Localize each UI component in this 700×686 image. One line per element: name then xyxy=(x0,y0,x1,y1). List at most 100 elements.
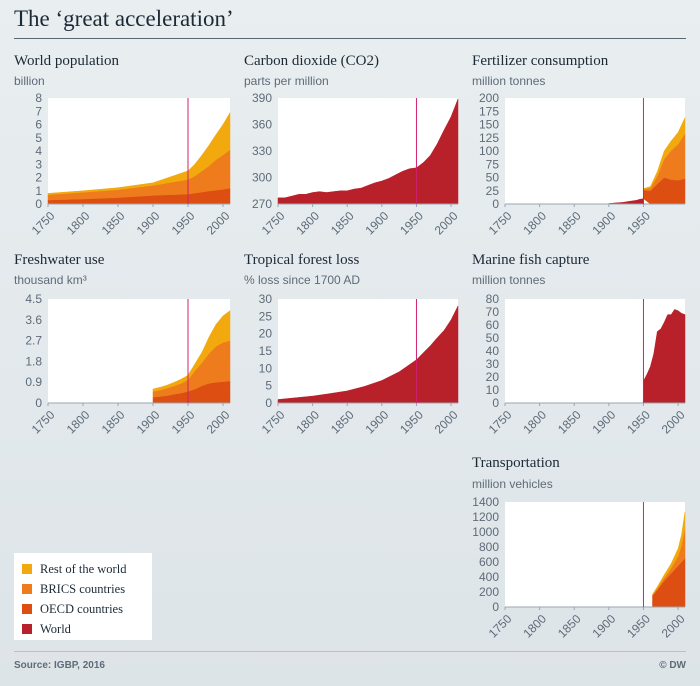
legend-swatch-rest xyxy=(22,564,32,574)
x-tick-label-fertilizer: 1800 xyxy=(520,209,549,238)
x-tick-label-forest: 1950 xyxy=(397,408,426,437)
y-tick-label-population: 8 xyxy=(35,91,42,105)
y-tick-label-population: 5 xyxy=(35,131,42,145)
y-tick-label-fish: 60 xyxy=(486,318,500,332)
chart-unit-population: billion xyxy=(14,74,45,88)
chart-title-co2: Carbon dioxide (CO2) xyxy=(244,53,379,69)
y-tick-label-transport: 1200 xyxy=(472,510,499,524)
y-tick-label-population: 0 xyxy=(35,197,42,211)
y-tick-label-fertilizer: 200 xyxy=(479,91,499,105)
legend-swatch-brics xyxy=(22,584,32,594)
x-tick-label-transport: 1850 xyxy=(555,612,584,641)
y-tick-label-fertilizer: 50 xyxy=(486,171,500,185)
x-tick-label-transport: 1750 xyxy=(486,612,515,641)
chart-title-freshwater: Freshwater use xyxy=(14,252,105,268)
x-tick-label-population: 1800 xyxy=(64,209,93,238)
y-tick-label-transport: 0 xyxy=(492,600,499,614)
y-tick-label-forest: 25 xyxy=(259,309,273,323)
chart-unit-freshwater: thousand km³ xyxy=(14,273,87,287)
x-tick-label-transport: 2000 xyxy=(659,612,688,641)
x-tick-label-transport: 1950 xyxy=(624,612,653,641)
series-area-transport-rest-of-the-world xyxy=(652,511,686,596)
chart-unit-fish: million tonnes xyxy=(472,273,546,287)
y-tick-label-forest: 30 xyxy=(259,292,273,306)
y-tick-label-freshwater: 0 xyxy=(35,396,42,410)
legend-item-brics: BRICS countries xyxy=(22,579,152,599)
chart-title-fertilizer: Fertilizer consumption xyxy=(472,53,609,69)
y-tick-label-forest: 10 xyxy=(259,361,273,375)
x-tick-label-fertilizer: 1750 xyxy=(486,209,515,238)
y-tick-label-co2: 390 xyxy=(252,91,272,105)
legend-swatch-oecd xyxy=(22,604,32,614)
legend-label-world: World xyxy=(40,621,71,636)
legend-label-brics: BRICS countries xyxy=(40,581,126,596)
legend-label-rest: Rest of the world xyxy=(40,561,127,576)
y-tick-label-population: 6 xyxy=(35,118,42,132)
x-tick-label-forest: 1900 xyxy=(363,408,392,437)
plot-area-transport xyxy=(505,502,685,607)
y-tick-label-fertilizer: 150 xyxy=(479,118,499,132)
legend-label-oecd: OECD countries xyxy=(40,601,123,616)
y-tick-label-transport: 400 xyxy=(479,570,499,584)
x-tick-label-freshwater: 1950 xyxy=(169,408,198,437)
x-tick-label-transport: 1900 xyxy=(590,612,619,641)
legend: Rest of the world BRICS countries OECD c… xyxy=(14,553,152,640)
x-tick-label-fish: 1900 xyxy=(590,408,619,437)
chart-freshwater: 0 0.9 1.8 2.7 3.6 4.5 1750 1800 1850 1900 1950 2000 xyxy=(25,292,232,437)
y-tick-label-transport: 800 xyxy=(479,540,499,554)
chart-unit-transport: million vehicles xyxy=(472,477,553,491)
x-tick-label-co2: 1900 xyxy=(363,209,392,238)
x-tick-label-population: 1950 xyxy=(169,209,198,238)
y-tick-label-co2: 270 xyxy=(252,197,272,211)
legend-item-rest: Rest of the world xyxy=(22,559,152,579)
x-tick-label-population: 1750 xyxy=(29,209,58,238)
x-tick-label-freshwater: 1800 xyxy=(64,408,93,437)
legend-item-world: World xyxy=(22,619,152,639)
source-note: Source: IGBP, 2016 xyxy=(14,660,105,671)
y-tick-label-co2: 300 xyxy=(252,171,272,185)
y-tick-label-fish: 40 xyxy=(486,344,500,358)
x-tick-label-population: 2000 xyxy=(204,209,233,238)
chart-unit-fertilizer: million tonnes xyxy=(472,74,546,88)
x-tick-label-co2: 1800 xyxy=(293,209,322,238)
y-tick-label-forest: 15 xyxy=(259,344,273,358)
x-tick-label-fish: 1850 xyxy=(555,408,584,437)
y-tick-label-fertilizer: 125 xyxy=(479,131,499,145)
y-tick-label-fish: 0 xyxy=(492,396,499,410)
x-tick-label-freshwater: 2000 xyxy=(204,408,233,437)
chart-unit-forest: % loss since 1700 AD xyxy=(244,273,361,287)
x-tick-label-fertilizer: 1900 xyxy=(590,209,619,238)
y-tick-label-fish: 30 xyxy=(486,357,500,371)
chart-title-population: World population xyxy=(14,53,120,69)
y-tick-label-co2: 330 xyxy=(252,144,272,158)
y-tick-label-fish: 10 xyxy=(486,383,500,397)
y-tick-label-fish: 50 xyxy=(486,331,500,345)
x-tick-label-fertilizer: 1850 xyxy=(555,209,584,238)
x-tick-label-fertilizer: 1950 xyxy=(624,209,653,238)
x-tick-label-fish: 1950 xyxy=(624,408,653,437)
y-tick-label-fertilizer: 175 xyxy=(479,104,499,118)
x-tick-label-forest: 1850 xyxy=(328,408,357,437)
title-rule xyxy=(14,38,686,39)
footer-rule xyxy=(14,651,686,652)
y-tick-label-transport: 600 xyxy=(479,555,499,569)
y-tick-label-freshwater: 0.9 xyxy=(25,375,42,389)
y-tick-label-co2: 360 xyxy=(252,118,272,132)
series-area-population-rest-of-the-world xyxy=(47,111,231,195)
series-area-freshwater-rest-of-the-world xyxy=(152,310,231,392)
x-tick-label-transport: 1800 xyxy=(520,612,549,641)
chart-title-transport: Transportation xyxy=(472,455,560,471)
credit-note: © DW xyxy=(659,660,686,671)
chart-unit-co2: parts per million xyxy=(244,74,329,88)
x-tick-label-population: 1900 xyxy=(134,209,163,238)
x-tick-label-co2: 1750 xyxy=(259,209,288,238)
legend-swatch-world xyxy=(22,624,32,634)
y-tick-label-fish: 20 xyxy=(486,370,500,384)
x-tick-label-co2: 1850 xyxy=(328,209,357,238)
x-tick-label-freshwater: 1900 xyxy=(134,408,163,437)
